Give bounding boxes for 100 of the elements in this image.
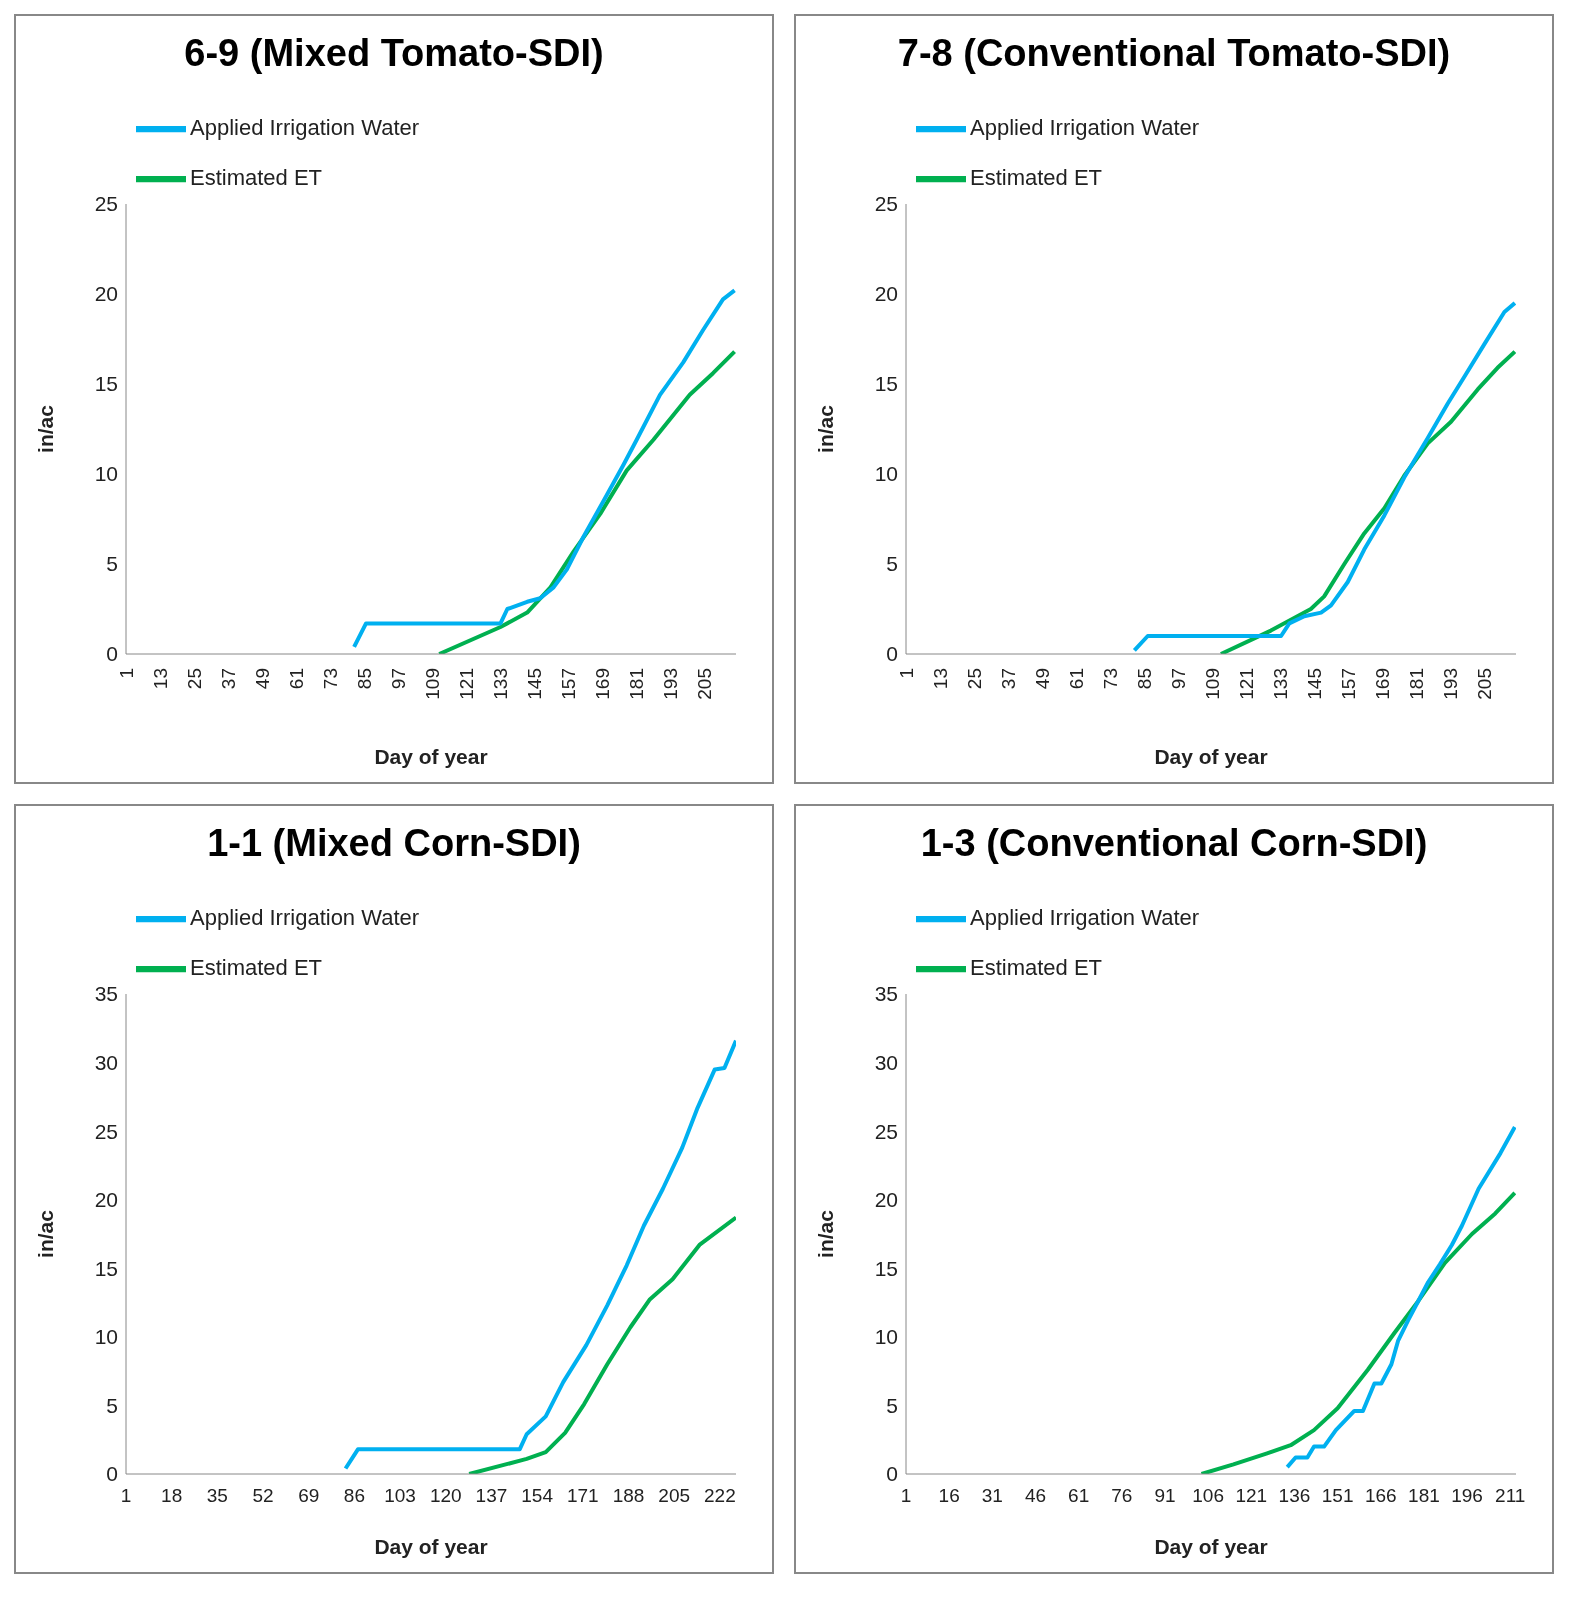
x-tick-label: 151 [1321, 1485, 1354, 1506]
y-tick-label: 10 [874, 1325, 898, 1349]
x-tick-label: 103 [384, 1485, 416, 1506]
line-series [467, 1215, 736, 1474]
x-tick-label: 205 [694, 668, 716, 700]
y-tick-label: 10 [94, 1325, 118, 1349]
y-axis-title: in/ac [814, 1209, 838, 1258]
x-tick-label: 61 [285, 668, 307, 690]
chart-title: 1-1 (Mixed Corn-SDI) [206, 822, 582, 866]
x-axis-title: Day of year [1154, 745, 1268, 768]
line-series [343, 1038, 736, 1471]
x-tick-label: 61 [1068, 1485, 1090, 1506]
x-tick-label: 1 [900, 1485, 912, 1506]
x-tick-label: 205 [658, 1485, 691, 1506]
chart-title: 1-3 (Conventional Corn-SDI) [919, 822, 1429, 866]
y-tick-label: 20 [874, 1188, 898, 1212]
x-tick-label: 154 [521, 1485, 554, 1506]
x-tick-label: 25 [183, 668, 205, 690]
x-tick-label: 211 [1495, 1485, 1526, 1506]
y-tick-label: 15 [874, 372, 898, 396]
chart-title: 6-9 (Mixed Tomato-SDI) [183, 32, 605, 76]
legend-label: Estimated ET [970, 954, 1103, 980]
y-tick-label: 5 [886, 552, 898, 576]
y-tick-label: 25 [874, 192, 898, 216]
x-tick-label: 109 [1201, 668, 1223, 700]
x-tick-label: 91 [1154, 1485, 1176, 1506]
y-tick-label: 20 [94, 1188, 118, 1212]
y-tick-label: 5 [106, 1393, 118, 1417]
x-axis-title: Day of year [374, 1535, 488, 1558]
x-tick-label: 136 [1278, 1485, 1311, 1506]
x-tick-label: 145 [1304, 668, 1326, 700]
x-tick-label: 133 [490, 668, 512, 700]
y-tick-label: 15 [94, 1256, 118, 1280]
y-tick-label: 10 [94, 462, 118, 486]
x-tick-label: 73 [319, 668, 341, 690]
x-tick-label: 157 [1338, 668, 1360, 700]
x-tick-label: 171 [566, 1485, 599, 1506]
y-tick-label: 15 [94, 372, 118, 396]
y-tick-label: 25 [94, 192, 118, 216]
x-tick-label: 181 [1406, 668, 1428, 700]
x-tick-label: 49 [251, 668, 273, 690]
x-tick-label: 97 [1167, 668, 1189, 690]
x-tick-label: 25 [963, 668, 985, 690]
x-tick-label: 196 [1451, 1485, 1483, 1506]
y-axis-title: in/ac [34, 404, 58, 453]
x-tick-label: 13 [929, 668, 951, 690]
x-tick-label: 106 [1192, 1485, 1224, 1506]
legend-label: Applied Irrigation Water [190, 114, 420, 140]
x-tick-label: 169 [1372, 668, 1394, 700]
x-tick-label: 193 [1440, 668, 1462, 700]
y-axis-title: in/ac [34, 1209, 58, 1258]
x-tick-label: 222 [704, 1485, 736, 1506]
y-tick-label: 25 [94, 1119, 118, 1143]
y-tick-label: 35 [874, 982, 898, 1006]
x-axis-title: Day of year [1154, 1535, 1268, 1558]
x-tick-label: 86 [343, 1485, 365, 1506]
legend-label: Applied Irrigation Water [190, 904, 420, 930]
y-tick-label: 15 [874, 1256, 898, 1280]
x-tick-label: 18 [161, 1485, 183, 1506]
y-tick-label: 0 [886, 1462, 898, 1486]
x-tick-label: 69 [298, 1485, 320, 1506]
y-tick-label: 0 [106, 1462, 118, 1486]
y-tick-label: 20 [874, 282, 898, 306]
y-tick-label: 5 [106, 552, 118, 576]
legend-label: Estimated ET [190, 954, 323, 980]
line-series [1285, 1125, 1516, 1470]
line-series [352, 288, 736, 649]
x-tick-label: 35 [206, 1485, 228, 1506]
x-tick-label: 52 [252, 1485, 274, 1506]
x-tick-label: 46 [1024, 1485, 1047, 1506]
x-tick-label: 1 [115, 668, 137, 679]
x-tick-label: 37 [997, 668, 1019, 690]
x-tick-label: 157 [558, 668, 580, 700]
x-tick-label: 166 [1364, 1485, 1397, 1506]
x-tick-label: 1 [120, 1485, 132, 1506]
x-tick-label: 37 [217, 668, 239, 690]
x-tick-label: 120 [429, 1485, 462, 1506]
legend-label: Applied Irrigation Water [970, 114, 1200, 140]
x-tick-label: 137 [475, 1485, 508, 1506]
line-series [1132, 301, 1516, 653]
y-tick-label: 35 [94, 982, 118, 1006]
y-axis-title: in/ac [814, 404, 838, 453]
x-tick-label: 1 [895, 668, 917, 679]
x-tick-label: 121 [455, 668, 477, 700]
y-tick-label: 0 [106, 642, 118, 666]
x-tick-label: 145 [524, 668, 546, 700]
x-tick-label: 61 [1065, 668, 1087, 690]
legend-label: Applied Irrigation Water [970, 904, 1200, 930]
x-tick-label: 97 [387, 668, 409, 690]
y-tick-label: 25 [874, 1119, 898, 1143]
y-tick-label: 10 [874, 462, 898, 486]
x-tick-label: 85 [353, 668, 375, 690]
y-tick-label: 5 [886, 1393, 898, 1417]
x-tick-label: 85 [1133, 668, 1155, 690]
x-tick-label: 188 [612, 1485, 645, 1506]
x-tick-label: 181 [626, 668, 648, 700]
x-tick-label: 73 [1099, 668, 1121, 690]
x-tick-label: 181 [1408, 1485, 1440, 1506]
x-tick-label: 13 [149, 668, 171, 690]
line-series [1199, 1190, 1516, 1474]
